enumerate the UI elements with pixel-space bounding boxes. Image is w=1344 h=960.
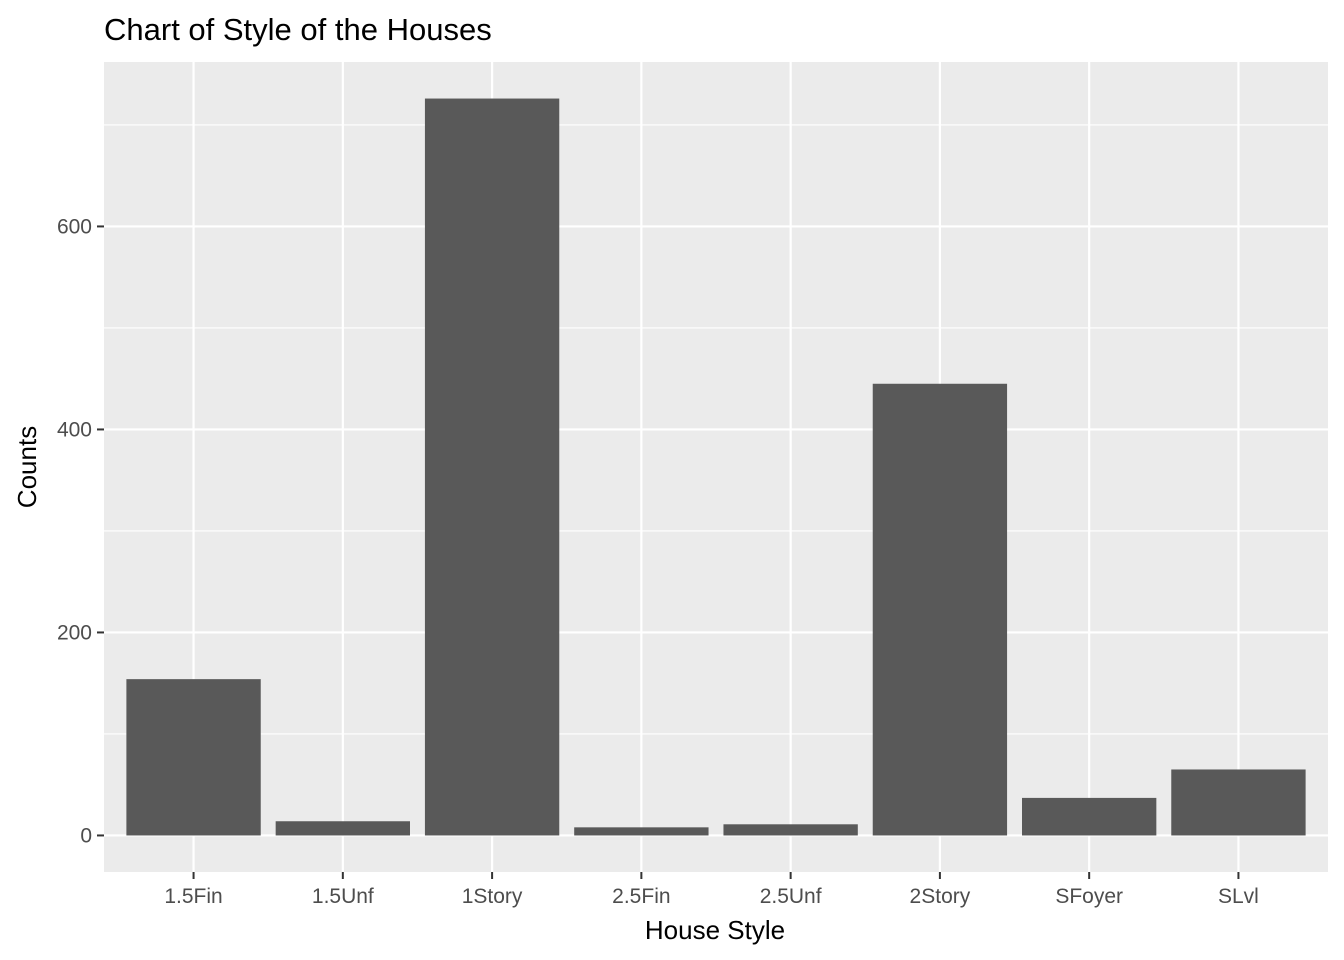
- x-tick-label: 1Story: [462, 885, 523, 908]
- bar-15unf: [275, 821, 410, 836]
- plot-panel: [104, 62, 1328, 872]
- bar-15fin: [126, 679, 261, 836]
- x-tick-label: 2.5Unf: [760, 885, 822, 908]
- bar-slvl: [1171, 769, 1306, 836]
- bar-1story: [424, 98, 560, 836]
- bar-25fin: [574, 827, 709, 836]
- chart-title: Chart of Style of the Houses: [104, 12, 492, 47]
- bars: [126, 98, 1306, 836]
- x-tick-label: 2Story: [910, 885, 971, 908]
- x-tick-label: 2.5Fin: [612, 885, 670, 908]
- x-tick-label: 1.5Unf: [312, 885, 374, 908]
- minor-gridlines: [104, 124, 1328, 735]
- x-tick-label: SFoyer: [1055, 885, 1123, 908]
- x-tick-label: 1.5Fin: [164, 885, 222, 908]
- bar-sfoyer: [1022, 797, 1157, 836]
- x-tick-label: SLvl: [1218, 885, 1259, 908]
- bar-2story: [872, 383, 1008, 836]
- x-axis-title: House Style: [645, 915, 785, 945]
- y-tick-label: 200: [57, 621, 92, 644]
- bar-25unf: [723, 824, 858, 836]
- y-tick-label: 600: [57, 215, 92, 238]
- x-axis: 1.5Fin 1.5Unf 1Story 2.5Fin 2.5Unf 2Story SFoy…: [164, 872, 1259, 908]
- y-tick-label: 0: [80, 824, 92, 847]
- y-axis: 0 200 400 600: [57, 215, 104, 847]
- y-axis-title: Counts: [12, 426, 42, 508]
- y-tick-label: 400: [57, 418, 92, 441]
